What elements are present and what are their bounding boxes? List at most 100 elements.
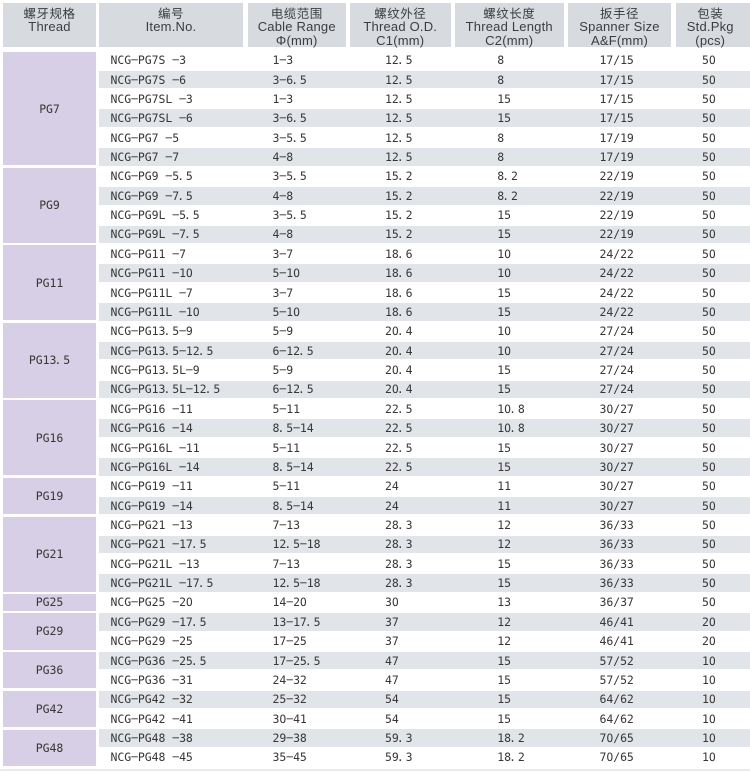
cell-od: 12.5 bbox=[385, 111, 413, 126]
column-header-thread: 螺牙规格 Thread bbox=[3, 3, 96, 47]
cell-spanner: 30/27 bbox=[599, 401, 634, 416]
cell-cable: 4-8 bbox=[272, 188, 294, 203]
cell-pkg: 10 bbox=[702, 653, 716, 668]
column-header-en: Φ(mm) bbox=[275, 32, 318, 48]
cell-od: 28.3 bbox=[385, 556, 413, 571]
cell-spanner: 36/33 bbox=[599, 576, 634, 591]
thread-group: PG19 bbox=[3, 477, 96, 515]
cell-item: NCG-PG16 -14 bbox=[110, 421, 193, 436]
cell-od: 28.3 bbox=[385, 576, 413, 591]
cell-cable: 3-7 bbox=[272, 246, 294, 261]
cell-cable: 8.5-14 bbox=[272, 459, 314, 474]
cell-pkg: 50 bbox=[702, 556, 716, 571]
cell-od: 20.4 bbox=[385, 343, 413, 358]
cell-length: 15 bbox=[497, 672, 512, 687]
cell-od: 22.5 bbox=[385, 459, 413, 474]
cell-od: 59.3 bbox=[385, 750, 413, 765]
cell-length: 10 bbox=[497, 246, 512, 261]
cell-od: 47 bbox=[385, 672, 399, 687]
cell-cable: 1-3 bbox=[272, 91, 294, 106]
cell-od: 30 bbox=[385, 595, 399, 610]
cell-cable: 4-8 bbox=[272, 150, 294, 164]
cell-item: NCG-PG21L -17.5 bbox=[110, 576, 214, 591]
cell-item: NCG-PG11L -10 bbox=[110, 304, 200, 319]
column-header-cn: 螺纹外径 bbox=[374, 3, 427, 22]
row-stripe bbox=[99, 651, 750, 670]
cell-od: 28.3 bbox=[385, 537, 413, 552]
cell-length: 10 bbox=[497, 324, 512, 339]
row-stripe bbox=[99, 148, 750, 166]
cell-length: 15 bbox=[497, 208, 512, 223]
cell-spanner: 17/19 bbox=[599, 150, 634, 164]
column-header-length: 螺纹长度 Thread Length C2(mm) bbox=[454, 3, 564, 47]
column-header-cn: 包装 bbox=[697, 3, 724, 22]
cell-cable: 17-25.5 bbox=[272, 653, 321, 668]
cell-pkg: 20 bbox=[702, 614, 716, 629]
cell-od: 12.5 bbox=[385, 72, 413, 87]
column-header-spanner: 扳手径 Spanner Size A&F(mm) bbox=[568, 3, 671, 47]
cell-length: 8 bbox=[497, 150, 505, 164]
cell-item: NCG-PG7SL -6 bbox=[110, 111, 193, 126]
cell-cable: 25-32 bbox=[272, 692, 307, 707]
cell-item: NCG-PG16L -14 bbox=[110, 459, 200, 474]
cell-pkg: 50 bbox=[702, 246, 716, 261]
row-stripe bbox=[99, 574, 750, 592]
cell-spanner: 30/27 bbox=[599, 498, 634, 513]
cell-pkg: 50 bbox=[702, 498, 716, 513]
column-header-en: Spanner Size bbox=[579, 18, 660, 34]
cell-cable: 5-10 bbox=[272, 266, 300, 281]
cell-spanner: 30/27 bbox=[599, 479, 634, 494]
cell-cable: 5-11 bbox=[272, 479, 300, 494]
cell-spanner: 70/65 bbox=[599, 750, 634, 765]
cell-length: 15 bbox=[497, 382, 512, 397]
cell-item: NCG-PG19 -14 bbox=[110, 498, 193, 513]
cell-item: NCG-PG11 -7 bbox=[110, 246, 186, 261]
cell-pkg: 50 bbox=[702, 150, 716, 164]
cell-spanner: 36/33 bbox=[599, 517, 634, 532]
row-stripe bbox=[99, 535, 750, 554]
cell-od: 18.6 bbox=[385, 285, 413, 300]
cell-pkg: 20 bbox=[702, 634, 716, 649]
cell-spanner: 30/27 bbox=[599, 421, 634, 436]
cell-pkg: 50 bbox=[702, 91, 716, 106]
cell-spanner: 17/15 bbox=[599, 91, 634, 106]
cell-od: 47 bbox=[385, 653, 399, 668]
cell-cable: 1-3 bbox=[272, 53, 294, 68]
cell-spanner: 30/27 bbox=[599, 459, 634, 474]
cell-length: 15 bbox=[497, 653, 512, 668]
row-stripe bbox=[99, 729, 750, 747]
cell-cable: 17-25 bbox=[272, 634, 307, 649]
cell-cable: 8.5-14 bbox=[272, 498, 314, 513]
cell-length: 11 bbox=[497, 479, 512, 494]
cell-pkg: 10 bbox=[702, 711, 716, 726]
column-header-en: Item.No. bbox=[145, 18, 197, 34]
column-header-pkg: 包装 Std.Pkg (pcs) bbox=[675, 3, 750, 47]
column-header-en: Thread bbox=[28, 18, 71, 34]
cell-od: 24 bbox=[385, 498, 399, 513]
cell-item: NCG-PG9 -5.5 bbox=[110, 169, 193, 184]
cell-length: 15 bbox=[497, 304, 512, 319]
cell-od: 22.5 bbox=[385, 440, 413, 455]
cell-pkg: 50 bbox=[702, 285, 716, 300]
cell-spanner: 22/19 bbox=[599, 188, 634, 203]
next-row-top-edge bbox=[0, 769, 750, 771]
cell-item: NCG-PG13.5L-9 bbox=[110, 363, 200, 378]
cell-od: 18.6 bbox=[385, 246, 413, 261]
thread-group-label: PG13.5 bbox=[28, 353, 71, 368]
cell-pkg: 50 bbox=[702, 363, 716, 378]
thread-group-label: PG29 bbox=[35, 624, 64, 639]
cell-od: 15.2 bbox=[385, 208, 413, 223]
cell-od: 22.5 bbox=[385, 421, 413, 436]
cell-item: NCG-PG48 -45 bbox=[110, 750, 193, 765]
cell-cable: 5-9 bbox=[272, 324, 294, 339]
cell-item: NCG-PG11L -7 bbox=[110, 285, 193, 300]
row-stripe bbox=[99, 225, 750, 244]
cell-od: 18.6 bbox=[385, 304, 413, 319]
cell-cable: 35-45 bbox=[272, 750, 307, 765]
cell-length: 8 bbox=[497, 130, 505, 145]
cell-item: NCG-PG29 -17.5 bbox=[110, 614, 207, 629]
thread-group-label: PG11 bbox=[35, 275, 64, 290]
column-header-cn: 编号 bbox=[157, 3, 184, 22]
cell-length: 12 bbox=[497, 517, 512, 532]
